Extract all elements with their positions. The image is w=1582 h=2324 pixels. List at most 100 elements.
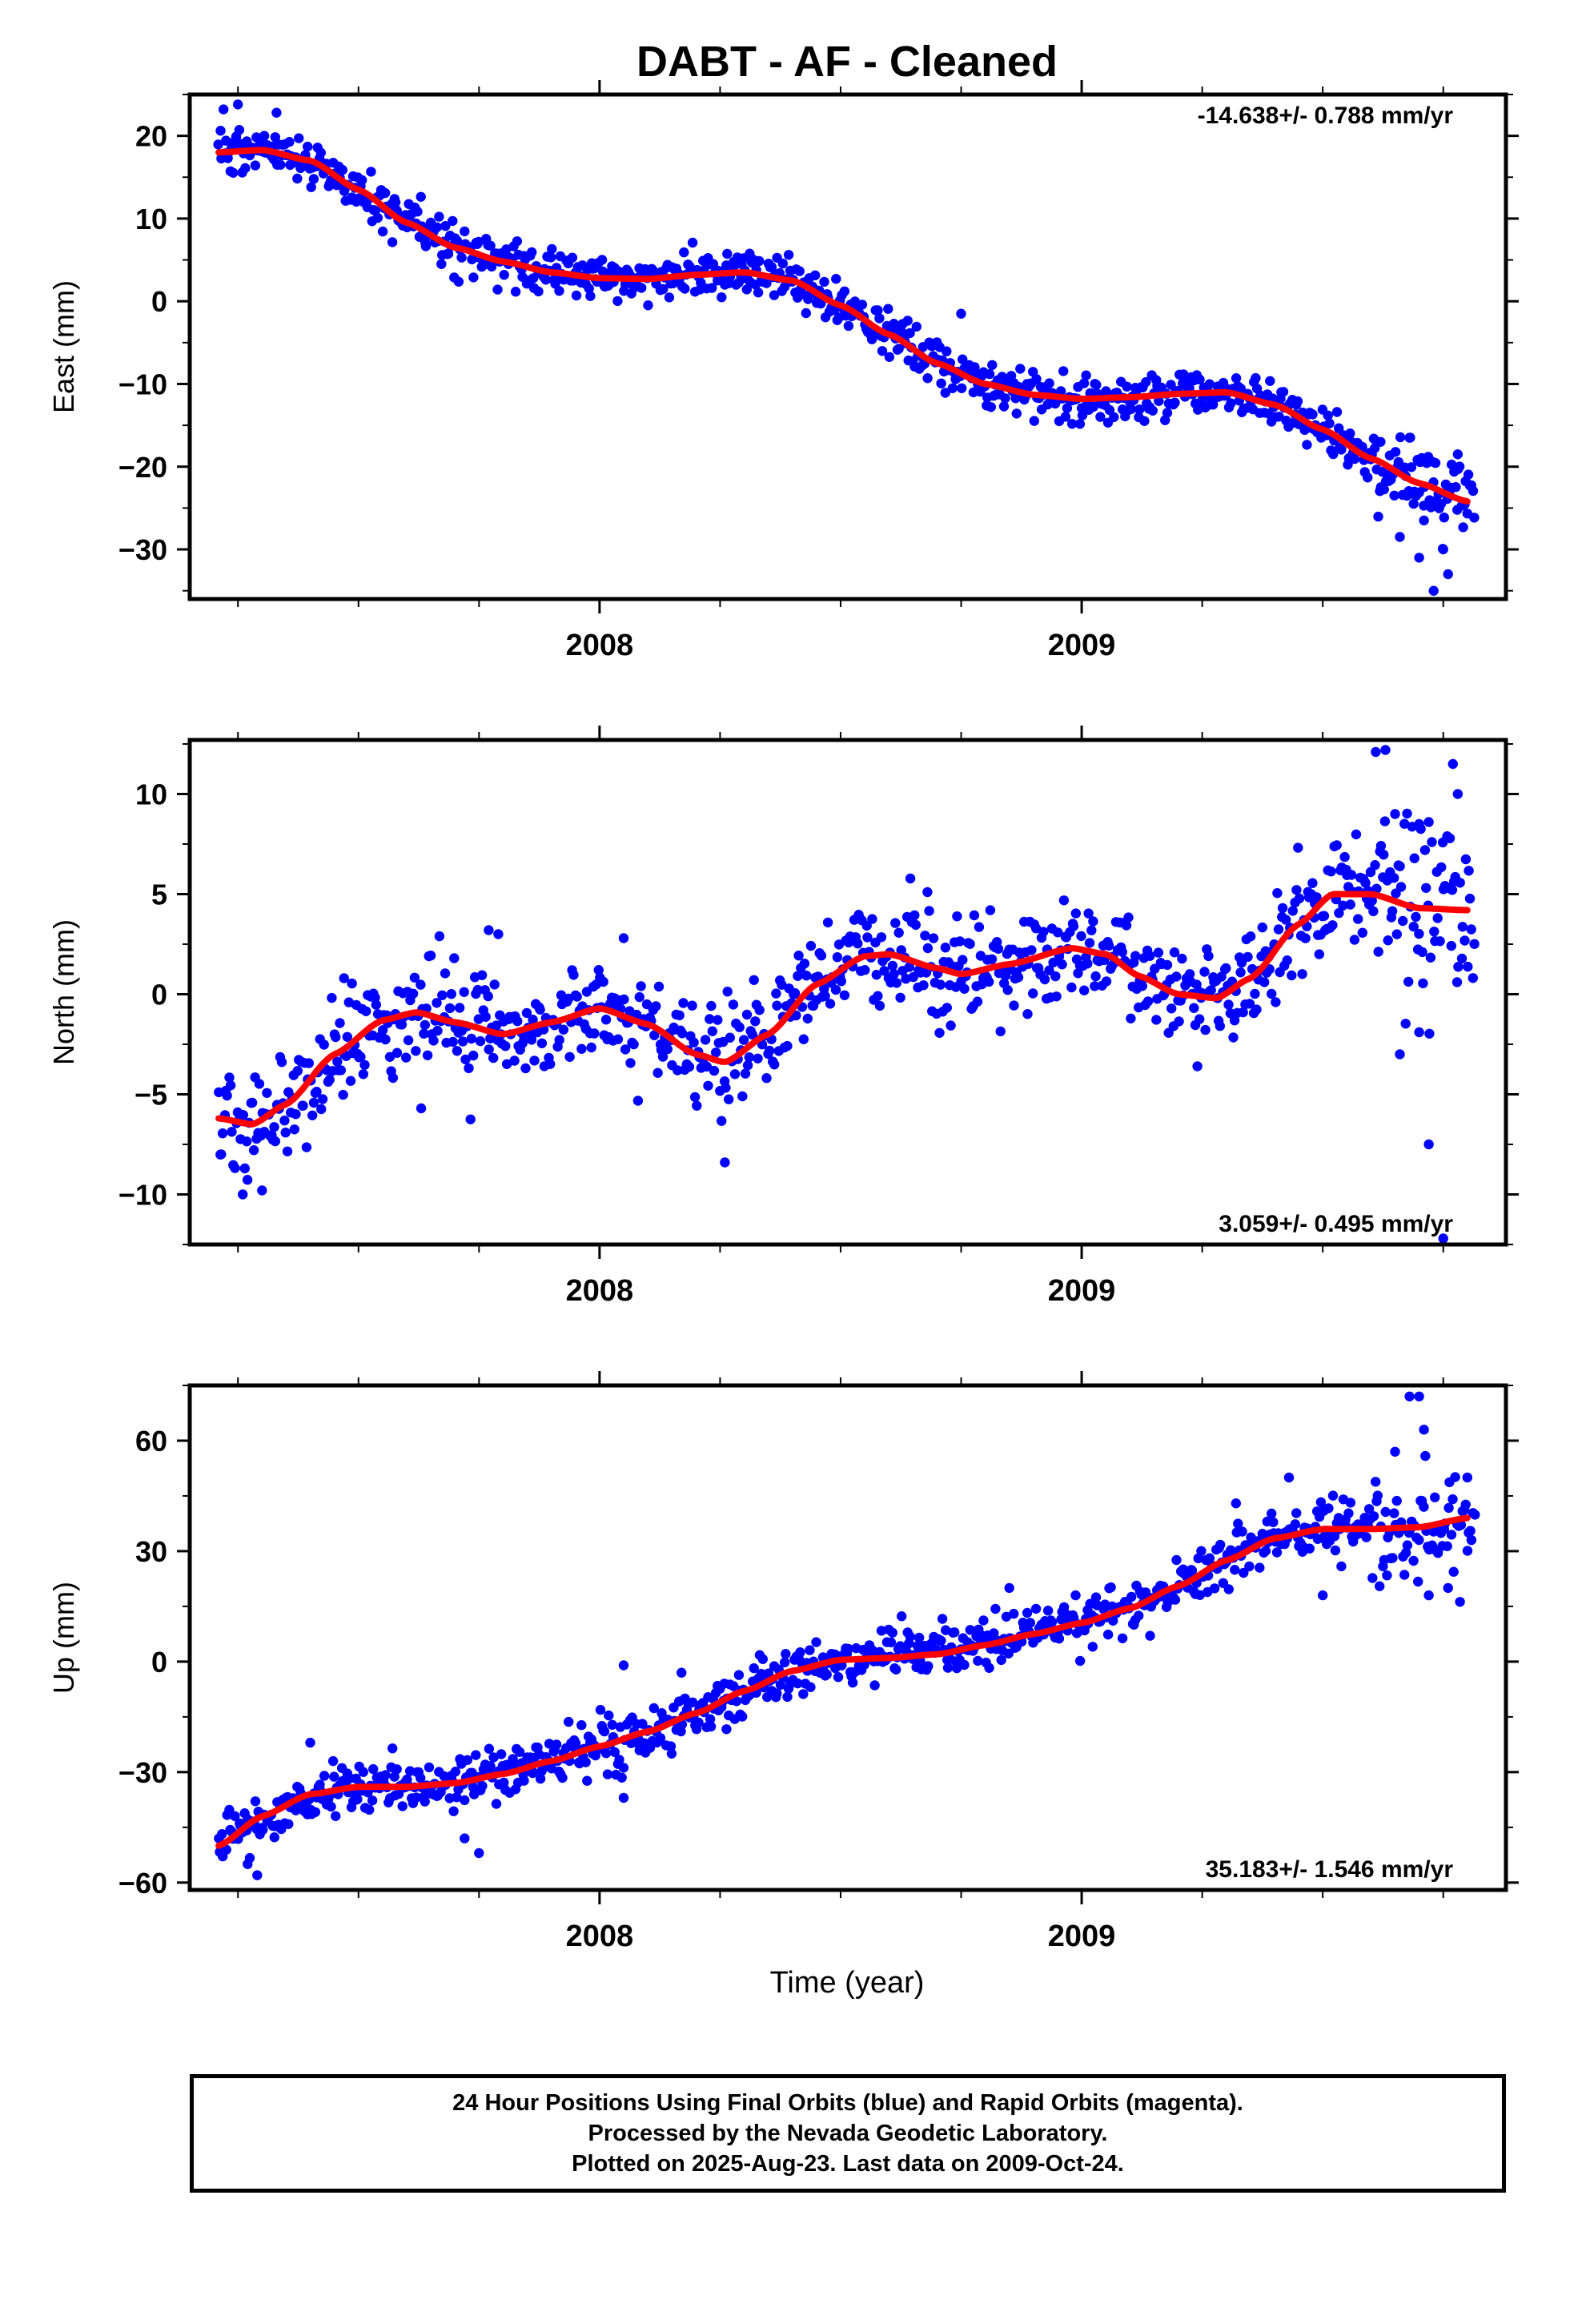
north-point <box>422 1050 433 1061</box>
north-point <box>1357 927 1368 938</box>
east-point <box>1134 404 1145 415</box>
north-point <box>1387 906 1398 917</box>
up-point <box>600 1748 612 1759</box>
up-point <box>488 1752 499 1763</box>
north-point <box>279 1116 290 1126</box>
north-point <box>1068 921 1079 931</box>
north-point <box>1293 842 1303 853</box>
north-outlier-point <box>922 887 933 898</box>
north-point <box>589 1028 600 1039</box>
north-point <box>1221 963 1231 974</box>
north-point <box>1409 853 1419 863</box>
north-point <box>873 991 883 1001</box>
east-point <box>499 270 509 280</box>
up-fit-line <box>215 1514 1471 1849</box>
up-point <box>733 1670 745 1680</box>
north-point <box>689 1037 699 1047</box>
east-point <box>303 141 313 152</box>
east-outlier-point <box>271 107 282 118</box>
north-point <box>651 1001 661 1011</box>
east-point <box>1170 397 1180 408</box>
up-point <box>1304 1543 1315 1554</box>
north-point <box>1215 1021 1226 1031</box>
north-point <box>225 1080 236 1091</box>
up-point <box>1387 1553 1398 1563</box>
north-point <box>292 1066 303 1076</box>
up-point <box>989 1628 999 1638</box>
north-point <box>777 979 787 990</box>
north-point <box>965 939 975 949</box>
north-point <box>1400 1019 1411 1029</box>
north-point <box>703 1080 713 1092</box>
north-point <box>918 980 929 991</box>
up-point <box>1260 1546 1271 1556</box>
up-point <box>1186 1566 1198 1576</box>
up-point <box>737 1711 748 1722</box>
up-point <box>1255 1562 1265 1573</box>
north-point <box>1399 818 1410 829</box>
north-point <box>282 1146 293 1157</box>
north-point <box>904 962 914 972</box>
up-point <box>1470 1510 1480 1520</box>
north-point <box>1103 940 1114 951</box>
north-point <box>491 1020 502 1031</box>
north-point <box>535 1004 545 1015</box>
up-point <box>1106 1582 1116 1593</box>
north-point <box>444 1003 456 1014</box>
north-point <box>1425 952 1436 963</box>
north-point <box>822 917 833 928</box>
north-point <box>1126 1013 1136 1024</box>
north-point <box>434 931 445 942</box>
north-point <box>1455 878 1465 888</box>
north-rate-label: 3.059+/- 0.495 mm/yr <box>1219 1211 1453 1237</box>
east-point <box>873 305 883 316</box>
up-point <box>805 1645 815 1655</box>
north-point <box>409 972 420 983</box>
east-point <box>893 344 904 354</box>
north-point <box>276 1057 287 1068</box>
east-point <box>485 240 496 251</box>
north-point <box>501 1059 512 1070</box>
north-point <box>820 991 830 1001</box>
east-point <box>998 401 1010 412</box>
east-plot-frame <box>187 92 1508 601</box>
east-point <box>1147 405 1158 416</box>
north-outlier-point <box>1414 1027 1424 1038</box>
up-point <box>616 1772 627 1783</box>
north-outlier-point <box>1423 817 1434 827</box>
north-point <box>1002 985 1013 995</box>
east-point <box>1088 401 1098 412</box>
north-point <box>230 1163 240 1173</box>
north-point <box>416 979 426 990</box>
up-point <box>1233 1518 1243 1529</box>
north-point <box>238 1110 248 1120</box>
north-point <box>359 1059 370 1071</box>
up-point <box>1336 1561 1347 1572</box>
north-outlier-point <box>720 1157 730 1168</box>
north-point <box>1446 940 1457 951</box>
north-point <box>935 979 946 990</box>
up-point <box>1070 1590 1081 1601</box>
north-point <box>387 1072 399 1084</box>
up-point <box>514 1747 525 1757</box>
east-point <box>936 378 946 388</box>
north-point <box>895 992 905 1003</box>
north-point <box>707 1026 717 1036</box>
north-point <box>335 1018 345 1028</box>
north-point <box>754 1005 765 1015</box>
up-y-axis-label: Up (mm) <box>47 1582 80 1694</box>
north-point <box>1272 888 1283 899</box>
up-point <box>602 1769 613 1779</box>
north-point <box>958 955 968 965</box>
north-point <box>311 1087 322 1097</box>
north-outlier-point <box>1395 1049 1405 1059</box>
up-point <box>876 1626 887 1636</box>
east-point <box>839 286 850 296</box>
north-point <box>890 918 901 928</box>
north-point <box>1171 971 1182 982</box>
up-point <box>1267 1508 1277 1519</box>
east-point <box>717 292 727 303</box>
east-outlier-point <box>1395 532 1405 542</box>
up-point <box>833 1672 844 1683</box>
east-outlier-point <box>1452 449 1464 460</box>
